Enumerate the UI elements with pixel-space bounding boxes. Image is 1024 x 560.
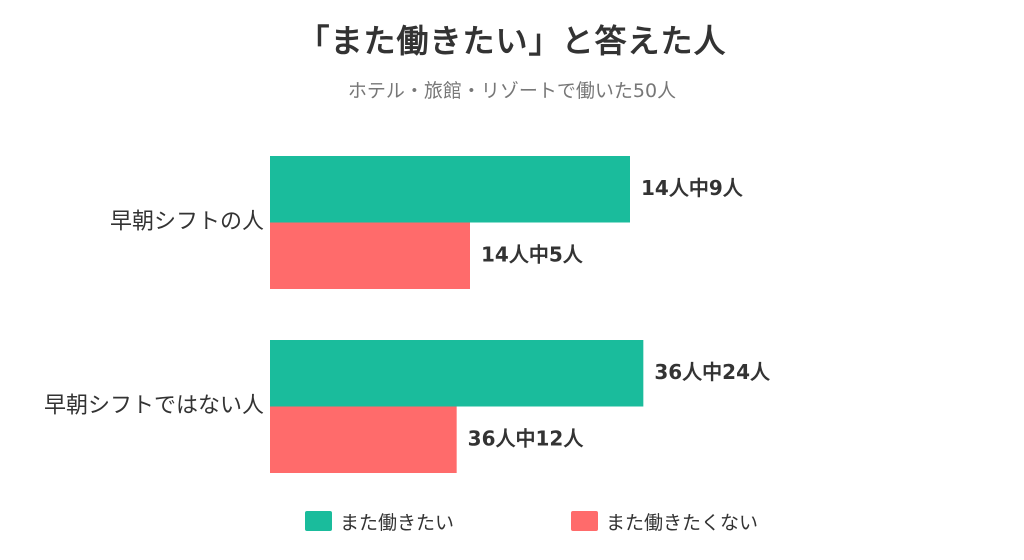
bar-value-label: 36人中12人 xyxy=(468,426,585,450)
legend: また働きたい また働きたくない xyxy=(0,508,1024,538)
legend-item-not-want-again: また働きたくない xyxy=(571,508,758,534)
chart-subtitle: ホテル・旅館・リゾートで働いた50人 xyxy=(347,80,677,102)
legend-label-want-again: また働きたい xyxy=(340,511,455,534)
bar xyxy=(270,222,470,289)
category-label: 早朝シフトの人 xyxy=(110,210,264,235)
category-label: 早朝シフトではない人 xyxy=(44,394,264,419)
legend-item-want-again: また働きたい xyxy=(305,508,454,534)
bar xyxy=(270,406,457,473)
bar xyxy=(270,340,644,407)
bar-value-label: 14人中5人 xyxy=(481,242,584,266)
legend-swatch-not-want-again xyxy=(571,511,598,531)
bar xyxy=(270,156,630,223)
chart-title: 「また働きたい」と答えた人 xyxy=(297,22,727,60)
legend-swatch-want-again xyxy=(305,511,332,531)
legend-label-not-want-again: また働きたくない xyxy=(606,511,759,534)
bar-value-label: 14人中9人 xyxy=(641,176,744,200)
bar-value-label: 36人中24人 xyxy=(654,360,771,384)
